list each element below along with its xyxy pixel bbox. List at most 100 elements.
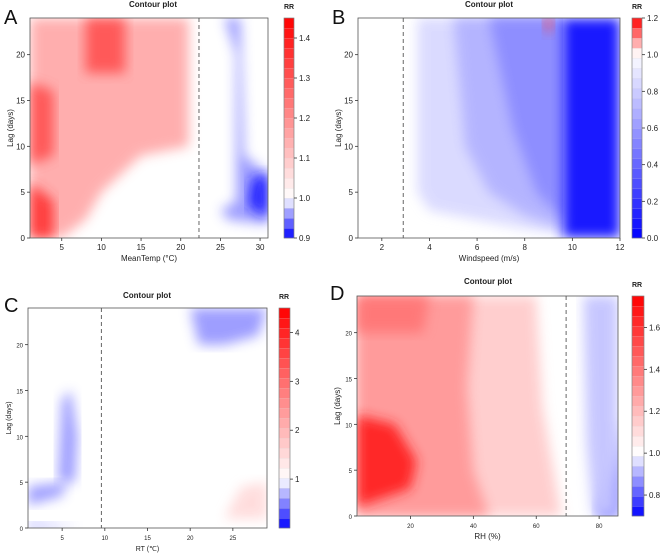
colorbar-tick-label: 0.9	[299, 234, 311, 243]
colorbar-tick-label: 1.3	[299, 74, 311, 83]
colorbar-swatch	[631, 187, 643, 199]
x-tick-label: 5	[60, 536, 64, 542]
x-tick-label: 10	[568, 243, 577, 252]
colorbar-swatch	[631, 305, 645, 317]
colorbar-tick-label: 0.4	[647, 161, 659, 170]
colorbar-swatch	[278, 497, 291, 509]
colorbar-swatch	[631, 117, 643, 129]
contour-region	[357, 296, 430, 333]
colorbar-swatch	[631, 435, 645, 447]
panel-letter: B	[332, 7, 345, 29]
colorbar-tick-label: 3	[295, 377, 300, 386]
colorbar-swatch	[278, 357, 291, 369]
x-tick-label: 15	[137, 243, 146, 252]
panel-letter: C	[4, 295, 18, 317]
panel-b: B Contour plot 2 4 6 8 10 12 0 5 10 15 20 Windspeed (…	[332, 0, 659, 263]
x-tick-label: 10	[97, 243, 106, 252]
contour-regions	[357, 296, 618, 516]
colorbar-swatch	[631, 217, 643, 229]
y-tick-label: 0	[21, 234, 26, 243]
colorbar: RR 1 2 3 4	[278, 294, 300, 529]
colorbar-swatch	[631, 365, 645, 377]
contour-region	[583, 296, 618, 516]
colorbar-tick-label: 1.0	[649, 449, 661, 458]
colorbar-title: RR	[284, 4, 294, 11]
colorbar-title: RR	[632, 4, 642, 11]
colorbar-swatch	[283, 107, 295, 119]
colorbar-tick-label: 0.2	[647, 197, 659, 206]
colorbar-tick-label: 2	[295, 426, 300, 435]
y-tick-label: 15	[344, 97, 353, 106]
contour-regions	[417, 18, 620, 238]
colorbar-swatch	[283, 97, 295, 109]
colorbar-swatch	[283, 27, 295, 39]
contour-region	[30, 183, 54, 238]
x-tick-label: 20	[407, 524, 414, 530]
colorbar-tick-label: 1	[295, 475, 300, 484]
colorbar-swatch	[278, 397, 291, 409]
colorbar-swatch	[631, 177, 643, 189]
colorbar-swatch	[631, 87, 643, 99]
colorbar-swatch	[631, 107, 643, 119]
colorbar-swatch	[283, 187, 295, 199]
colorbar-tick-label: 1.0	[299, 194, 311, 203]
colorbar-tick-label: 1.2	[649, 407, 661, 416]
colorbar-swatch	[278, 327, 291, 339]
y-tick-label: 10	[344, 142, 353, 151]
x-tick-label: 40	[470, 524, 477, 530]
y-tick-label: 5	[349, 188, 354, 197]
colorbar-swatch	[631, 227, 643, 239]
colorbar-swatch	[278, 307, 291, 319]
x-tick-label: 6	[475, 243, 480, 252]
x-tick-label: 20	[176, 243, 185, 252]
colorbar-swatch	[631, 197, 643, 209]
y-tick-label: 0	[20, 527, 24, 533]
x-tick-label: 8	[523, 243, 528, 252]
panel-a: A Contour plot 5 10 15 20 25 30 0 5 10 15 20 MeanTemp…	[4, 0, 311, 263]
colorbar-tick-label: 1.0	[647, 51, 659, 60]
colorbar-swatch	[631, 67, 643, 79]
colorbar-tick-label: 0.8	[647, 87, 659, 96]
colorbar-swatch	[283, 47, 295, 59]
colorbar-swatch	[283, 227, 295, 239]
colorbar-swatch	[283, 87, 295, 99]
colorbar-swatch	[631, 385, 645, 397]
contour-region	[543, 18, 554, 37]
colorbar-tick-label: 1.4	[649, 365, 661, 374]
colorbar-swatch	[631, 465, 645, 477]
y-tick-label: 5	[21, 188, 26, 197]
colorbar-swatch	[631, 127, 643, 139]
colorbar-swatch	[631, 425, 645, 437]
colorbar-swatch	[278, 517, 291, 529]
colorbar-swatch	[278, 387, 291, 399]
colorbar-swatch	[631, 295, 645, 307]
panel-c: C Contour plot 5 10 15 20 25 0 5 10 15 20 RT (℃) Lag …	[4, 291, 300, 553]
contour-region	[489, 18, 563, 220]
colorbar-tick-label: 1.6	[649, 323, 661, 332]
y-tick-label: 20	[345, 332, 352, 338]
panel-d: D Contour plot 20 40 60 80 0 5 10 15 20 RH (%) Lag (…	[330, 277, 661, 541]
colorbar-swatch	[278, 347, 291, 359]
colorbar-swatch	[283, 167, 295, 179]
contour-region	[30, 82, 54, 165]
colorbar-swatch	[631, 325, 645, 337]
colorbar-swatch	[278, 317, 291, 329]
colorbar-swatch	[283, 77, 295, 89]
x-axis-label: RH (%)	[474, 532, 501, 541]
x-tick-label: 25	[230, 536, 237, 542]
colorbar-swatch	[631, 57, 643, 69]
colorbar-swatch	[631, 17, 643, 29]
colorbar-swatch	[283, 177, 295, 189]
x-tick-label: 60	[533, 524, 540, 530]
colorbar-swatch	[283, 117, 295, 129]
x-tick-label: 2	[380, 243, 385, 252]
colorbar: RR 0.0 0.2 0.4 0.6 0.8 1.0 1.2	[631, 4, 659, 243]
colorbar-swatch	[283, 67, 295, 79]
x-tick-label: 25	[216, 243, 225, 252]
colorbar-swatch	[283, 207, 295, 219]
colorbar-tick-label: 0.0	[647, 234, 659, 243]
colorbar-swatch	[278, 457, 291, 469]
plot-title: Contour plot	[129, 0, 177, 9]
contour-region	[224, 482, 267, 519]
